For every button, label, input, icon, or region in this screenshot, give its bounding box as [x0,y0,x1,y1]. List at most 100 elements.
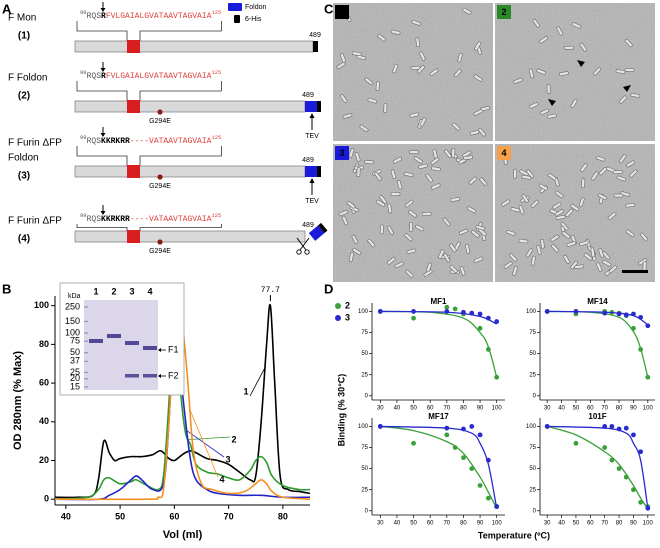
x-tick-label: 70 [443,406,450,412]
lane-label: 3 [129,286,134,296]
gel-unit: kDa [68,293,81,300]
seq-start: 99 [80,212,87,219]
seq-end: 125 [211,9,221,16]
data-point [616,466,622,472]
em-particle [351,51,362,57]
em-particle [409,222,413,232]
protein-bar [74,230,306,243]
mutation-label: G294E [149,248,171,255]
x-tick-label: 70 [601,406,608,412]
x-tick-label: 90 [477,406,484,412]
em-particle [468,176,478,185]
data-point [645,505,651,511]
em-particle [547,113,557,119]
construct-name: F Furin ΔFP [8,138,62,149]
em-particle [518,238,529,244]
em-particle [479,177,488,186]
em-particle [453,68,462,78]
gel-band [125,374,139,378]
em-particle [390,192,401,196]
seq-end: 125 [211,69,221,76]
em-particle [583,252,593,261]
data-point [461,309,466,315]
marker-label: 37 [70,356,80,366]
em-particle [620,191,631,197]
em-particle [615,69,626,75]
em-particle [442,217,451,227]
em-particle [474,41,482,51]
seq-bold: KKRKRR [101,137,130,146]
panel-label: C [324,1,334,16]
data-point [461,455,466,461]
em-particle [404,233,413,242]
em-particle [618,154,627,164]
y-tick-label: 0 [533,508,537,514]
em-particle [367,238,376,248]
detached-foldon [308,222,328,241]
x-tick-label: 40 [558,521,565,527]
data-point [602,310,608,316]
em-particle [408,210,418,218]
fit-curve [547,425,649,509]
sequence: 99RQSRFVLGAIALGVATAAVTAGVAIA125 [80,9,221,21]
em-particle [532,18,541,28]
em-particle [379,224,384,235]
marker-label: 25 [70,367,80,377]
em-particle [450,197,461,202]
y-tick-label: 50 [361,466,368,472]
em-particle [411,19,421,26]
em-particle [390,29,401,35]
data-point [461,426,466,432]
y-tick-label: 25 [361,372,368,378]
data-point [485,495,491,501]
y-tick-label: 100 [358,309,369,315]
chart-title: MF1 [431,297,448,306]
marker-label: 20 [70,373,80,383]
curve-label: 3 [225,454,230,464]
em-particle [351,234,359,245]
x-tick-label: 80 [460,521,467,527]
em-particle [624,68,635,72]
em-particle [459,266,466,276]
seq-start: 99 [80,69,87,76]
x-tick-label: 40 [394,521,401,527]
data-point [444,425,450,431]
data-point [494,374,500,380]
em-particle [418,163,428,170]
em-particle [630,92,641,98]
x-tick-label: 60 [169,511,179,521]
x-tick-label: 50 [573,406,580,412]
em-particle [570,203,580,212]
em-particle [512,266,518,276]
image-label: 3 [339,148,344,158]
curve-leader [186,430,225,458]
em-particle [566,241,577,247]
em-particle [443,253,451,263]
data-point [645,323,651,329]
cleavage-arrowhead [100,133,106,137]
protein-bar [74,100,306,113]
x-tick-label: 50 [410,406,417,412]
data-point [645,374,651,380]
residue-label: 489 [302,157,314,164]
em-particle [521,174,532,180]
em-particle [463,155,473,161]
construct-number: (2) [18,91,30,102]
data-point [544,309,550,314]
construct-name: F Furin ΔFP [8,216,62,227]
image-label: 4 [501,148,506,158]
data-point [609,457,615,463]
bracket [76,21,128,41]
y-tick-label: 0 [44,494,49,504]
chart-title: MF14 [587,297,608,306]
em-particle [359,124,369,133]
em-particle [513,77,523,84]
em-particle [525,248,534,258]
arrowhead-marker [548,99,556,106]
em-particle [462,150,472,158]
residue-label: 489 [309,32,321,39]
data-point [631,432,636,438]
data-point [452,445,458,450]
tev-label: TEV [305,133,319,140]
